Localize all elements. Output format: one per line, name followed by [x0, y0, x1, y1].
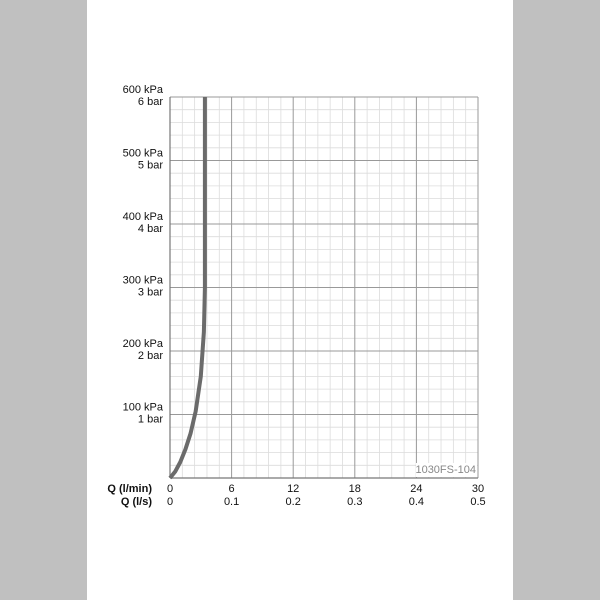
- y2-tick-label: 3 bar: [138, 286, 163, 298]
- y-tick-label: 500 kPa: [123, 147, 164, 159]
- x2-tick-label: 0: [167, 496, 173, 508]
- x2-tick-label: 0.2: [286, 496, 301, 508]
- y2-tick-label: 2 bar: [138, 350, 163, 362]
- x-tick-label: 12: [287, 483, 299, 495]
- x-tick-label: 24: [410, 483, 422, 495]
- x-axis-label: Q (l/min): [107, 483, 152, 495]
- y-tick-label: 600 kPa: [123, 84, 164, 96]
- x-tick-label: 6: [229, 483, 235, 495]
- x-tick-label: 18: [349, 483, 361, 495]
- y-tick-label: 100 kPa: [123, 401, 164, 413]
- x2-tick-label: 0.1: [224, 496, 239, 508]
- y-tick-label: 300 kPa: [123, 274, 164, 286]
- y2-tick-label: 5 bar: [138, 159, 163, 171]
- y-tick-label: 400 kPa: [123, 211, 164, 223]
- x2-axis-label: Q (l/s): [121, 496, 153, 508]
- y-tick-label: 200 kPa: [123, 338, 164, 350]
- y2-tick-label: 1 bar: [138, 413, 163, 425]
- x2-tick-label: 0.4: [409, 496, 424, 508]
- x-tick-label: 30: [472, 483, 484, 495]
- x2-tick-label: 0.3: [347, 496, 362, 508]
- curve: [168, 97, 207, 480]
- x2-tick-label: 0.5: [470, 496, 485, 508]
- mark-text: 1030FS-104: [415, 464, 476, 476]
- y2-tick-label: 4 bar: [138, 223, 163, 235]
- x-tick-label: 0: [167, 483, 173, 495]
- mark-bg: [416, 463, 477, 477]
- y2-tick-label: 6 bar: [138, 96, 163, 108]
